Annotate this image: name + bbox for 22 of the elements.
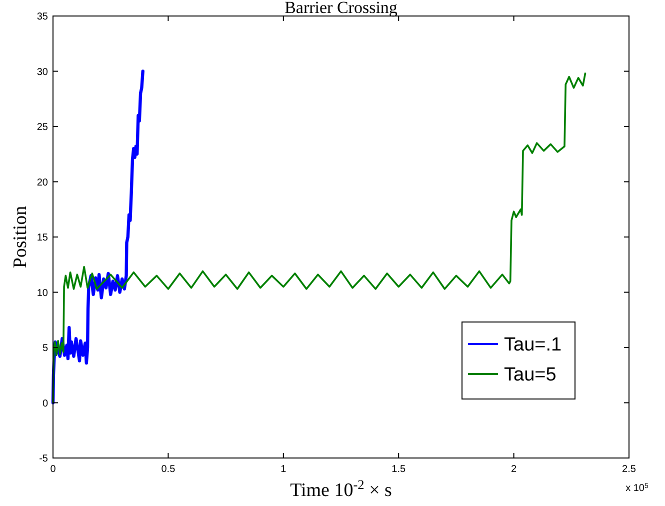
y-tick-label: 10	[36, 288, 48, 299]
x-tick-label: 1	[280, 464, 287, 475]
legend-label: Tau=.1	[504, 334, 562, 356]
y-tick-label: 30	[36, 66, 48, 78]
y-tick-label: 20	[36, 177, 48, 188]
x-tick-label: 1.5	[392, 464, 406, 475]
y-tick-label: 15	[36, 232, 48, 244]
x-tick-label: 0.5	[161, 464, 176, 475]
legend-label: Tau=5	[504, 364, 556, 386]
y-tick-label: -5	[39, 454, 48, 464]
y-tick-label: 35	[36, 12, 48, 22]
x-tick-label: 0	[50, 464, 56, 475]
y-tick-label: 25	[36, 122, 48, 133]
y-axis-title: Position	[10, 205, 31, 268]
x-tick-label: 2.5	[622, 464, 636, 475]
text: x 10$^{5}$	[626, 482, 648, 494]
y-tick-label: 0	[42, 398, 48, 410]
chart-title: Barrier Crossing	[284, 0, 398, 17]
y-tick-label: 5	[42, 343, 48, 354]
x-tick-label: 2	[511, 464, 518, 475]
line-series	[52, 72, 586, 404]
x-axis-title: Time 10$^{-2}$ × s	[290, 476, 392, 501]
